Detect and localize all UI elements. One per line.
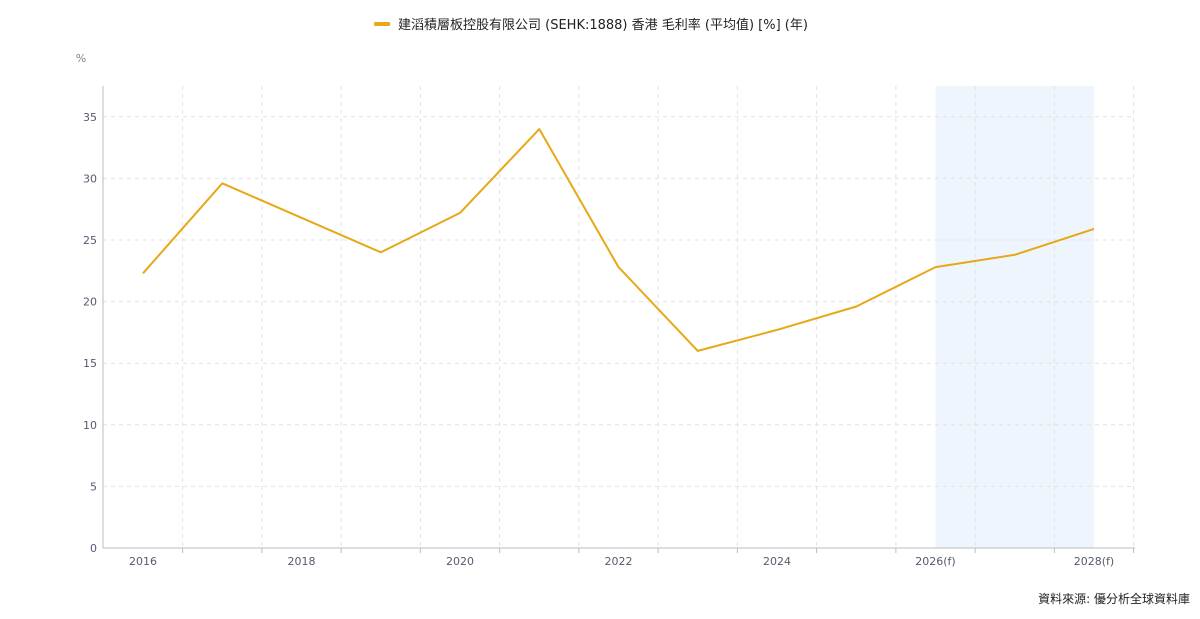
x-axis-tick-labels: 2016 2018 2020 2022 2024 2026(f) 2028(f)	[129, 555, 1114, 568]
data-point[interactable]	[616, 264, 622, 270]
x-tick-label: 2028(f)	[1074, 555, 1114, 568]
y-tick-label: 20	[83, 296, 97, 309]
y-axis-unit-label: %	[76, 52, 86, 65]
data-point[interactable]	[695, 348, 701, 354]
data-point[interactable]	[299, 215, 305, 221]
x-tick-label: 2022	[605, 555, 633, 568]
x-axis-tick-marks	[182, 548, 1135, 553]
x-tick-label: 2024	[763, 555, 791, 568]
legend[interactable]: 建滔積層板控股有限公司 (SEHK:1888) 香港 毛利率 (平均值) [%]…	[374, 17, 808, 33]
series-line-gross-margin	[142, 128, 1095, 352]
data-point[interactable]	[140, 270, 146, 276]
axes	[102, 86, 1135, 549]
data-point[interactable]	[774, 327, 780, 333]
data-point[interactable]	[378, 249, 384, 255]
y-axis-tick-labels: 0 5 10 15 20 25 30 35	[83, 111, 97, 555]
grid-lines	[103, 86, 1135, 548]
y-tick-label: 30	[83, 172, 97, 185]
x-tick-label: 2026(f)	[915, 555, 955, 568]
data-point[interactable]	[457, 210, 463, 216]
legend-label: 建滔積層板控股有限公司 (SEHK:1888) 香港 毛利率 (平均值) [%]…	[398, 17, 808, 33]
forecast-band-group	[935, 86, 1094, 548]
data-point[interactable]	[1012, 252, 1018, 258]
data-point[interactable]	[536, 126, 542, 132]
data-point[interactable]	[1091, 226, 1097, 232]
source-footer: 資料來源: 優分析全球資料庫	[1038, 591, 1190, 606]
data-point[interactable]	[933, 264, 939, 270]
y-tick-label: 5	[90, 480, 97, 493]
y-tick-label: 10	[83, 419, 97, 432]
series-layer	[140, 126, 1097, 354]
y-tick-label: 35	[83, 111, 97, 124]
y-tick-label: 0	[90, 542, 97, 555]
x-tick-label: 2018	[288, 555, 316, 568]
y-tick-label: 25	[83, 234, 97, 247]
forecast-band	[935, 86, 1094, 548]
legend-swatch	[374, 22, 390, 26]
x-tick-label: 2016	[129, 555, 157, 568]
data-point[interactable]	[853, 304, 859, 310]
data-point[interactable]	[219, 180, 225, 186]
x-tick-label: 2020	[446, 555, 474, 568]
y-tick-label: 15	[83, 357, 97, 370]
